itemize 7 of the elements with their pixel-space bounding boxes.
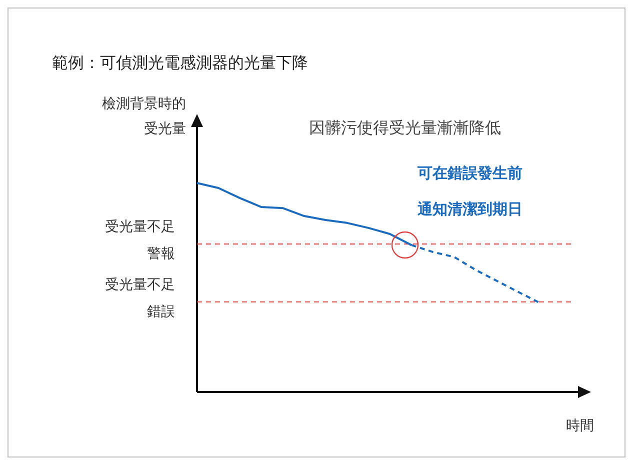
- y-axis-title: 檢測背景時的受光量: [102, 96, 186, 137]
- ref-line-label: 受光量不足警報: [105, 219, 175, 262]
- text: 可在錯誤發生前通知清潔到期日: [418, 164, 522, 218]
- ref-line-label: 受光量不足錯誤: [105, 276, 175, 320]
- chart-title: 範例：可偵測光電感測器的光量下降: [52, 53, 308, 72]
- x-axis-title: 時間: [566, 418, 594, 434]
- text: 因髒污使得受光量漸漸降低: [309, 118, 501, 137]
